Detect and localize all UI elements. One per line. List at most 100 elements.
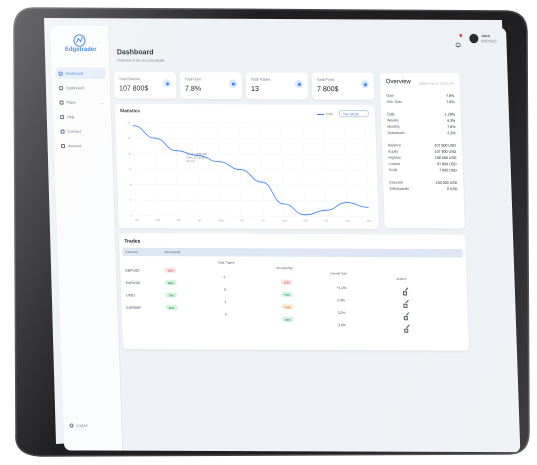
overall-gain-cell: 2.4%: [337, 298, 346, 303]
edit-icon[interactable]: [404, 328, 409, 333]
grid-line: [280, 123, 285, 217]
overview-row-value: 108 000 USD: [434, 155, 457, 161]
x-tick-label: Nov: [345, 219, 350, 223]
overview-row-value: 107 800 USD: [434, 143, 457, 148]
grid-line: [196, 122, 200, 216]
list-icon: [59, 100, 64, 105]
y-tick-label: 5: [130, 198, 132, 202]
total-trades-cell: 2: [223, 275, 226, 280]
y-tick-label: 30: [127, 121, 131, 125]
logout-icon: [69, 423, 74, 428]
total-trades-cell: 4: [223, 287, 226, 292]
x-tick-label: May: [219, 218, 225, 222]
grid-line: [365, 123, 369, 217]
overview-row-label: Gain: [386, 93, 394, 98]
bell-icon: [455, 42, 461, 48]
x-tick-label: Feb: [156, 218, 161, 222]
chart-points: [132, 125, 369, 216]
sidebar-item-label: Plans: [66, 100, 76, 105]
stat-label: Total Profit: [316, 77, 334, 82]
win-overall-badge: 65%: [165, 304, 178, 311]
edit-icon[interactable]: [403, 290, 408, 295]
win-monthly-badge: 12%: [280, 279, 293, 285]
chart-grid: [133, 122, 369, 217]
column-header: Win Monthly: [276, 265, 293, 271]
user-icon: [60, 143, 66, 148]
wallet-icon: [162, 79, 172, 88]
trades-table-header: Currency Win Overall: [122, 247, 463, 258]
main-content: Jakub #2078213 Dashboard Overview of the…: [108, 26, 520, 452]
dashboard-screen: Edgetrader Dashboard Dashboard Plans ⌄ He…: [50, 26, 521, 453]
avatar[interactable]: [469, 33, 479, 44]
x-tick-label: Dec: [366, 219, 371, 223]
chart-x-ticks: Jan Feb Mar Apr May Jun Jul Aug Sep Oct Nov Dec: [134, 218, 371, 223]
x-tick-label: Jan: [134, 218, 139, 222]
win-overall-badge: 12%: [164, 267, 177, 273]
sidebar-item-dashboard-2[interactable]: Dashboard: [56, 82, 106, 94]
sidebar-item-account[interactable]: Account: [58, 140, 108, 152]
logout-button[interactable]: Logout: [69, 423, 88, 428]
currency-cell: EURUSD: [125, 280, 141, 286]
overview-card: Overview Updated Jan 25, 2023 11:45 Gain…: [379, 72, 465, 229]
series-point: [325, 209, 327, 211]
grid-line: [322, 123, 327, 217]
column-header: Actions: [396, 276, 407, 281]
column-header: Win Overall: [164, 249, 181, 255]
sidebar-item-connect[interactable]: Connect: [57, 125, 107, 137]
stat-label: Total Balance: [118, 76, 141, 82]
win-overall-badge: 79%: [164, 292, 178, 298]
sidebar-item-dashboard[interactable]: Dashboard: [55, 67, 106, 80]
overview-row-value: 2.3%: [447, 131, 456, 136]
overview-row-value: 0 USD: [446, 186, 458, 192]
overview-date: Updated Jan 25, 2023 11:45: [418, 81, 454, 86]
y-tick-label: 25: [128, 136, 132, 140]
overview-row-label: Withdrawals: [389, 186, 410, 191]
tablet-device: Edgetrader Dashboard Dashboard Plans ⌄ He…: [4, 4, 533, 461]
win-monthly-badge: 78%: [280, 291, 294, 298]
series-point: [154, 137, 156, 139]
series-point: [346, 202, 348, 204]
overview-row-label: Lowest: [388, 161, 401, 167]
overview-row: Profit 7 800 USD: [389, 168, 457, 174]
edit-icon[interactable]: [404, 315, 409, 320]
notifications-button[interactable]: [454, 33, 463, 48]
sidebar-item-help[interactable]: Help: [57, 111, 107, 123]
overview-row-value: 7.8%: [446, 100, 455, 105]
tooltip-line: Profit: 107 800$: [186, 155, 205, 159]
overview-row-value: 97 800 USD: [436, 162, 457, 167]
sidebar-item-label: Account: [67, 143, 82, 148]
topbar: Jakub #2078213: [454, 33, 497, 48]
y-tick-label: 15: [129, 167, 133, 171]
sidebar-item-label: Dashboard: [65, 71, 84, 76]
stat-card-total-gain: Total Gain 7.8%: [179, 72, 243, 100]
stat-value: 7 800$: [316, 86, 339, 94]
tooltip-line: Pip 0.8: [186, 159, 195, 163]
stat-card-total-profit: Total Profit 7 800$: [311, 72, 375, 100]
overview-row-label: Highest: [388, 155, 401, 160]
overview-row-value: 107 800 USD: [434, 149, 457, 154]
series-point: [239, 169, 241, 171]
user-account: #2078213: [481, 38, 497, 43]
currency-cell: USDJ: [126, 293, 136, 298]
stat-card-total-balance: Total Balance 107 800$: [113, 71, 177, 99]
win-monthly-badge: 43%: [281, 304, 294, 310]
overview-row-label: Monthly: [387, 124, 401, 129]
edit-icon[interactable]: [403, 303, 408, 308]
overview-row-value: 7.8%: [446, 93, 455, 98]
series-point: [283, 203, 285, 205]
series-line-profit: [133, 125, 369, 216]
series-point: [197, 154, 199, 156]
grid-line: [301, 123, 306, 217]
overview-row-value: 1.26%: [444, 112, 456, 117]
sidebar: Edgetrader Dashboard Dashboard Plans ⌄ He…: [50, 26, 124, 451]
grid-line: [135, 184, 368, 186]
sidebar-item-plans[interactable]: Plans ⌄: [56, 96, 106, 108]
user-info[interactable]: Jakub #2078213: [481, 34, 496, 43]
grid-line: [134, 153, 367, 155]
logo[interactable]: Edgetrader: [58, 34, 103, 55]
grid-icon: [58, 71, 63, 76]
grid-line: [134, 168, 367, 171]
sidebar-nav: Dashboard Dashboard Plans ⌄ Help Connect …: [55, 67, 108, 154]
grid-line: [133, 122, 137, 216]
gain-icon: [228, 79, 238, 88]
